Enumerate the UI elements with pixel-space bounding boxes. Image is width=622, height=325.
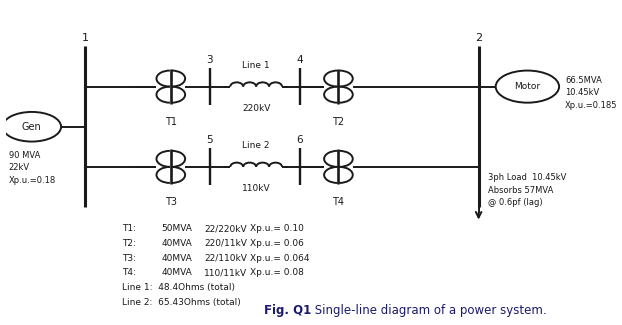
Text: 40MVA: 40MVA xyxy=(162,268,192,278)
Text: Line 1: Line 1 xyxy=(243,61,270,70)
Text: 50MVA: 50MVA xyxy=(162,224,193,233)
Text: 110kV: 110kV xyxy=(242,184,271,193)
Text: 5: 5 xyxy=(207,135,213,145)
Text: 90 MVA
22kV
Xp.u.=0.18: 90 MVA 22kV Xp.u.=0.18 xyxy=(9,151,56,185)
Text: 6: 6 xyxy=(297,135,303,145)
Text: T2:: T2: xyxy=(122,239,136,248)
Text: T3:: T3: xyxy=(122,254,136,263)
Text: 4: 4 xyxy=(297,55,303,65)
Text: 220kV: 220kV xyxy=(242,104,271,112)
Text: T4:: T4: xyxy=(122,268,136,278)
Text: 3ph Load  10.45kV
Absorbs 57MVA
@ 0.6pf (lag): 3ph Load 10.45kV Absorbs 57MVA @ 0.6pf (… xyxy=(488,173,566,207)
Text: 22/110kV: 22/110kV xyxy=(204,254,247,263)
Text: 3: 3 xyxy=(207,55,213,65)
Text: 22/220kV: 22/220kV xyxy=(204,224,247,233)
Text: Gen: Gen xyxy=(22,122,42,132)
Text: Xp.u.= 0.10: Xp.u.= 0.10 xyxy=(250,224,304,233)
Text: Line 2:  65.43Ohms (total): Line 2: 65.43Ohms (total) xyxy=(122,298,241,307)
Text: T3: T3 xyxy=(165,197,177,207)
Text: 40MVA: 40MVA xyxy=(162,254,192,263)
Text: 1: 1 xyxy=(82,33,89,43)
Text: Xp.u.= 0.08: Xp.u.= 0.08 xyxy=(250,268,304,278)
Text: T4: T4 xyxy=(332,197,345,207)
Text: 40MVA: 40MVA xyxy=(162,239,192,248)
Text: 110/11kV: 110/11kV xyxy=(204,268,248,278)
Text: 2: 2 xyxy=(475,33,482,43)
Text: T1: T1 xyxy=(165,117,177,126)
Text: T1:: T1: xyxy=(122,224,136,233)
Text: T2: T2 xyxy=(332,117,345,126)
Text: 66.5MVA
10.45kV
Xp.u.=0.185: 66.5MVA 10.45kV Xp.u.=0.185 xyxy=(565,76,618,110)
Text: Xp.u.= 0.06: Xp.u.= 0.06 xyxy=(250,239,304,248)
Text: Line 1:  48.4Ohms (total): Line 1: 48.4Ohms (total) xyxy=(122,283,235,292)
Text: 220/11kV: 220/11kV xyxy=(204,239,247,248)
Text: Motor: Motor xyxy=(514,82,541,91)
Text: Xp.u.= 0.064: Xp.u.= 0.064 xyxy=(250,254,310,263)
Text: Fig. Q1: Fig. Q1 xyxy=(264,304,311,317)
Text: Line 2: Line 2 xyxy=(243,141,270,150)
Text: Single-line diagram of a power system.: Single-line diagram of a power system. xyxy=(311,304,547,317)
